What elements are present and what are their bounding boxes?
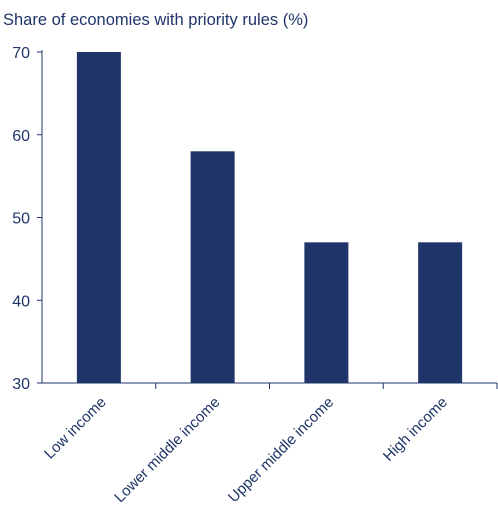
bars xyxy=(76,52,463,383)
bar xyxy=(304,242,349,383)
y-tick-label: 40 xyxy=(12,293,30,310)
x-tick-label: High income xyxy=(380,394,451,465)
chart-title: Share of economies with priority rules (… xyxy=(3,11,309,29)
bar xyxy=(190,151,235,383)
y-tick-label: 50 xyxy=(12,211,30,228)
y-tick-label: 70 xyxy=(12,45,30,62)
bar xyxy=(76,52,121,383)
x-tick-label: Upper middle income xyxy=(225,394,337,506)
x-tick-label: Lower middle income xyxy=(111,394,223,506)
y-tick-label: 60 xyxy=(12,128,30,145)
y-tick-label: 30 xyxy=(12,376,30,393)
x-tick-label: Low income xyxy=(41,394,110,463)
bar xyxy=(418,242,463,383)
